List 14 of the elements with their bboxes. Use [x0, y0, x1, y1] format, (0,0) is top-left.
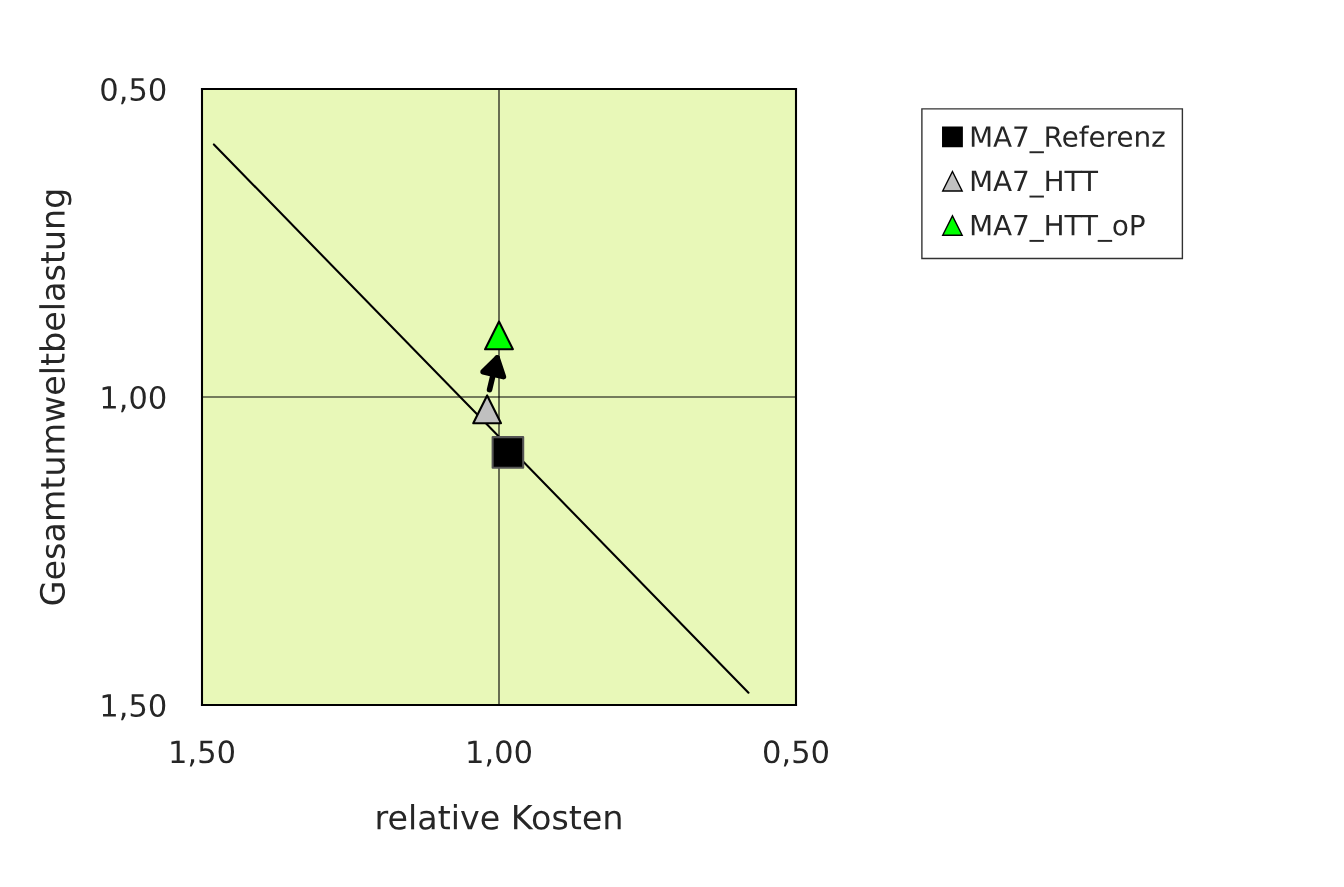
point [484, 320, 514, 351]
x-tick-label: 1,00 [468, 740, 531, 767]
y-tick-label: 1,50 [102, 693, 166, 721]
x-axis-title: relative Kosten [377, 804, 621, 830]
point [472, 394, 503, 425]
x-tick-label: 0,50 [764, 740, 828, 767]
x-tick-label: 1,50 [171, 740, 234, 767]
y-axis-title: Gesamtumweltbelastung [39, 190, 72, 605]
legend-label: MA7_HTT_oP [971, 215, 1145, 242]
legend-label: MA7_HTT [971, 170, 1099, 198]
y-tick-label: 0,50 [101, 77, 166, 105]
legend-label: MA7_Referenz [971, 125, 1165, 154]
point [491, 436, 525, 469]
y-tick-label: 1,00 [102, 385, 166, 413]
